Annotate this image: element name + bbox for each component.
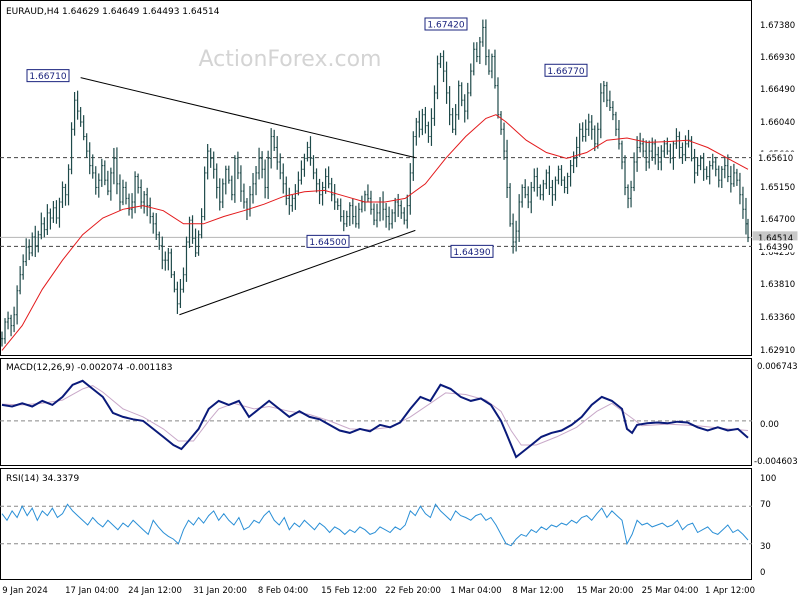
macd-panel-frame — [0, 358, 752, 466]
price-title: EURAUD,H4 1.64629 1.64649 1.64493 1.6451… — [6, 7, 220, 17]
x-tick-label: 31 Jan 20:00 — [193, 586, 247, 596]
price-label-text: 1.64500 — [309, 238, 346, 248]
price-y-tick: 1.67380 — [760, 21, 795, 31]
price-label-text: 1.64390 — [453, 248, 490, 258]
price-plot: 1.66710 1.67420 1.66770 1.64500 1.64390 1.656… — [0, 17, 798, 351]
level-tag-text: 1.64514 — [758, 234, 793, 244]
macd-title: MACD(12,26,9) -0.002074 -0.001183 — [6, 363, 172, 373]
watermark: ActionForex.com — [199, 47, 382, 72]
x-tick-label: 9 Jan 2024 — [2, 586, 48, 596]
x-tick-label: 15 Mar 20:00 — [577, 586, 634, 596]
rsi-y-tick: 30 — [760, 542, 771, 552]
price-label-box — [306, 234, 350, 248]
level-tag — [752, 151, 798, 164]
x-tick-label: 22 Feb 20:00 — [385, 586, 441, 596]
level-tag-text: 1.64390 — [758, 243, 793, 253]
trendline — [80, 77, 416, 159]
price-panel-frame — [0, 0, 752, 356]
price-y-tick: 1.66490 — [760, 85, 795, 95]
macd-main-line — [1, 379, 749, 459]
trendline — [179, 229, 416, 316]
macd-y-tick: 0.00 — [760, 420, 779, 430]
level-tag — [752, 240, 798, 253]
rsi-y-ticks: 100 70 30 0 — [760, 474, 776, 578]
x-tick-label: 25 Mar 04:00 — [642, 586, 699, 596]
price-label-box — [450, 244, 494, 258]
price-y-tick: 1.63810 — [760, 280, 795, 290]
macd-y-ticks: 0.006743 0.00 -0.004603 — [754, 362, 798, 467]
rsi-y-tick: 100 — [760, 474, 776, 484]
price-y-tick: 1.66040 — [760, 118, 795, 128]
price-y-tick: 1.64700 — [760, 215, 795, 225]
moving-average-line — [1, 114, 749, 351]
rsi-y-tick: 0 — [760, 568, 765, 578]
x-tick-label: 24 Jan 12:00 — [128, 586, 182, 596]
rsi-line — [1, 503, 749, 547]
rsi-y-tick: 70 — [760, 500, 771, 510]
macd-y-tick: -0.004603 — [754, 457, 798, 467]
price-label-text: 1.66710 — [29, 72, 66, 82]
macd-plot — [0, 379, 752, 459]
price-y-tick: 1.64250 — [760, 248, 795, 258]
level-tag-text: 1.65610 — [758, 154, 793, 164]
rsi-panel-frame — [0, 468, 752, 580]
price-label-box — [26, 69, 70, 83]
price-y-tick: 1.66930 — [760, 53, 795, 63]
x-tick-label: 1 Apr 12:00 — [705, 586, 755, 596]
macd-y-tick: 0.006743 — [757, 362, 798, 372]
x-tick-label: 8 Mar 12:00 — [512, 586, 563, 596]
price-y-tick: 1.65150 — [760, 183, 795, 193]
price-label-text: 1.66770 — [547, 67, 584, 77]
rsi-title: RSI(14) 34.3379 — [6, 474, 79, 484]
price-label-text: 1.67420 — [427, 21, 464, 31]
rsi-plot — [0, 503, 752, 547]
x-tick-label: 17 Jan 04:00 — [65, 586, 119, 596]
price-y-tick: 1.63360 — [760, 313, 795, 323]
x-tick-label: 1 Mar 04:00 — [450, 586, 501, 596]
x-tick-label: 15 Feb 12:00 — [321, 586, 377, 596]
price-y-tick: 1.62910 — [760, 346, 795, 356]
x-axis-ticks: 9 Jan 2024 17 Jan 04:00 24 Jan 12:00 31 … — [2, 586, 755, 596]
price-label-box — [424, 17, 468, 31]
x-tick-label: 8 Feb 04:00 — [258, 586, 308, 596]
price-label-box — [544, 63, 588, 77]
